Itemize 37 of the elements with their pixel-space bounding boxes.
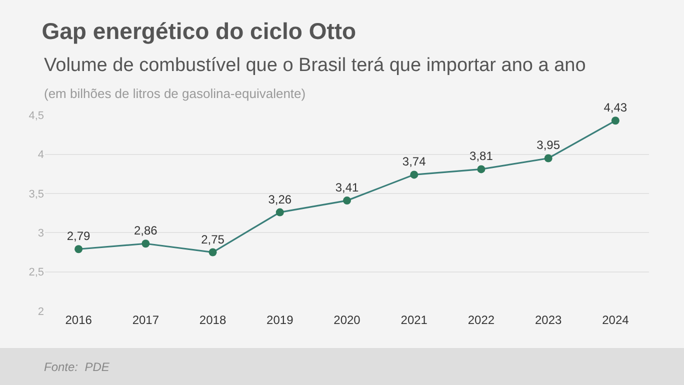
data-label: 3,26: [268, 192, 292, 206]
x-tick-label: 2022: [468, 313, 495, 327]
y-tick-label: 2,5: [28, 266, 44, 279]
y-tick-label: 3,5: [28, 188, 44, 200]
data-label: 3,81: [470, 149, 494, 164]
x-tick-label: 2023: [534, 313, 562, 327]
x-tick-label: 2019: [266, 313, 294, 327]
data-label: 4,43: [604, 100, 628, 115]
chart-subtitle: Volume de combustível que o Brasil terá que importar ano a ano: [44, 55, 586, 76]
source-note: Fonte: PDE: [44, 360, 110, 374]
point: [410, 170, 418, 179]
point: [477, 165, 486, 174]
point: [74, 245, 83, 254]
point: [208, 248, 217, 256]
point: [544, 154, 552, 162]
data-label: 3,95: [536, 138, 560, 152]
y-tick-label: 4: [38, 149, 44, 162]
x-tick-label: 2020: [334, 313, 361, 327]
point: [142, 240, 150, 248]
data-label: 3,74: [402, 154, 426, 169]
y-tick-label: 3: [38, 228, 44, 240]
data-label: 2,86: [134, 224, 158, 238]
x-tick-label: 2024: [602, 313, 630, 327]
y-tick-label: 4,5: [28, 110, 44, 122]
data-label: 2,75: [201, 232, 225, 246]
y-tick-label: 2: [38, 306, 44, 318]
point: [611, 116, 620, 125]
x-tick-label: 2017: [132, 313, 160, 327]
point: [276, 208, 284, 216]
x-tick-label: 2016: [65, 313, 92, 327]
data-label: 3,41: [335, 180, 359, 195]
text: (em bilhões de litros de gasolina-equivalente): [44, 86, 306, 101]
chart-title: Gap energético do ciclo Otto: [42, 18, 356, 44]
data-label: 2,79: [66, 229, 91, 244]
x-tick-label: 2021: [400, 313, 428, 327]
x-tick-label: 2018: [199, 313, 226, 327]
point: [343, 196, 351, 205]
